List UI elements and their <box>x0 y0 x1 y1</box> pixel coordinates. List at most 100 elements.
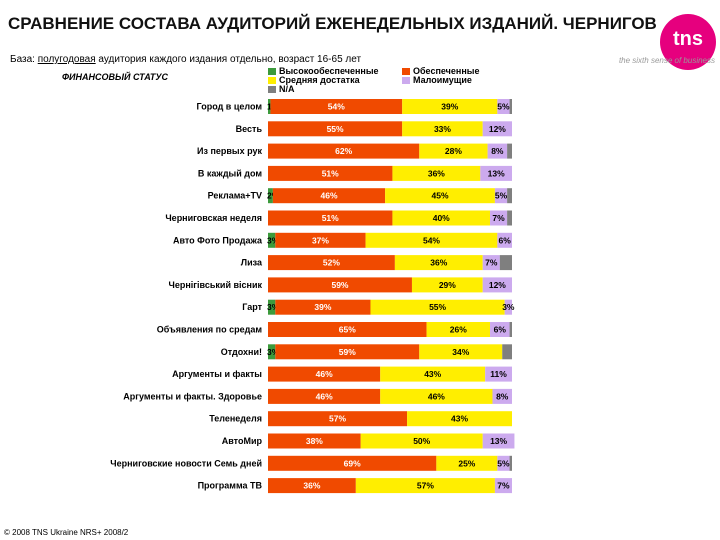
data-label: 36% <box>303 481 320 491</box>
legend-label: Средняя достатка <box>279 75 360 85</box>
legend-item: Обеспеченные <box>402 66 479 76</box>
data-label: 36% <box>428 168 445 178</box>
bar-segment-secured <box>275 344 420 360</box>
data-label: 6% <box>494 325 507 335</box>
category-label: Из первых рук <box>197 146 262 156</box>
data-label: 62% <box>335 146 352 156</box>
data-label: 46% <box>316 369 333 379</box>
data-label: 57% <box>329 414 346 424</box>
bar-segment-average <box>407 411 512 427</box>
data-label: 5% <box>497 458 510 468</box>
legend-label: Высокообеспеченные <box>279 66 379 76</box>
bar-segment-average <box>419 344 503 360</box>
data-label: 34% <box>452 347 469 357</box>
data-label: 3% <box>267 347 280 357</box>
bar-segment-average <box>385 188 495 204</box>
data-label: 7% <box>492 213 505 223</box>
data-label: 7% <box>485 258 498 268</box>
bar-segment-low <box>490 322 510 337</box>
bar-segment-na <box>507 210 512 226</box>
bar-segment-na <box>509 455 512 471</box>
bar-segment-average <box>426 322 491 337</box>
data-label: 5% <box>497 102 510 112</box>
bar-segment-secured <box>268 411 408 427</box>
logo-text: tns <box>673 28 703 50</box>
bar-segment-low <box>480 165 512 181</box>
category-label: Черниговская неделя <box>165 213 262 223</box>
base-description: База: полугодовая аудитория каждого изда… <box>10 54 361 65</box>
data-label: 43% <box>451 414 468 424</box>
category-label: Программа ТВ <box>198 481 263 491</box>
category-label: Реклама+TV <box>208 191 262 201</box>
legend-swatch <box>268 68 276 76</box>
bar-segment-na <box>509 322 512 337</box>
data-label: 59% <box>339 347 356 357</box>
data-label: 3% <box>267 302 280 312</box>
category-label: Аргументы и факты. Здоровье <box>123 391 262 401</box>
bar-segment-secured <box>268 255 395 271</box>
bar-segment-na <box>507 188 512 204</box>
bar-segment-secured <box>268 366 381 382</box>
data-label: 8% <box>496 391 509 401</box>
bar-segment-average <box>370 299 505 315</box>
page-title: СРАВНЕНИЕ СОСТАВА АУДИТОРИЙ ЕЖЕНЕДЕЛЬНЫХ… <box>8 14 657 33</box>
data-label: 13% <box>490 436 507 446</box>
bar-segment-high <box>268 232 276 248</box>
data-label: 40% <box>433 213 450 223</box>
bar-segment-secured <box>268 433 361 449</box>
data-label: 57% <box>417 481 434 491</box>
bar-segment-average <box>419 143 488 159</box>
data-label: 25% <box>458 458 475 468</box>
legend-label: Обеспеченные <box>413 66 480 76</box>
bar-segment-secured <box>268 121 403 137</box>
legend-label: Малоимущие <box>413 75 472 85</box>
data-label: 65% <box>339 325 356 335</box>
bar-segment-low <box>482 277 512 293</box>
bar-segment-secured <box>268 322 427 337</box>
bar-segment-secured <box>275 299 371 315</box>
bar-segment-na <box>499 255 512 271</box>
legend-label: N/A <box>279 84 295 94</box>
category-label: Гарт <box>242 302 262 312</box>
data-label: 51% <box>322 213 339 223</box>
data-label: 37% <box>312 235 329 245</box>
data-label: 50% <box>413 436 430 446</box>
data-label: 59% <box>331 280 348 290</box>
bar-segment-average <box>360 433 483 449</box>
category-label: АвтоМир <box>222 436 263 446</box>
data-label: 69% <box>344 458 361 468</box>
bar-segment-average <box>380 366 486 382</box>
category-label: Чернігівський вісник <box>169 280 263 290</box>
data-label: 13% <box>488 168 505 178</box>
category-label: Черниговские новости Семь дней <box>110 458 262 468</box>
category-label: Аргументы и факты <box>172 369 262 379</box>
category-label: Отдохни! <box>221 347 262 357</box>
category-label: Теленеделя <box>209 414 262 424</box>
footer-copyright: © 2008 TNS Ukraine NRS+ 2008/2 <box>4 528 129 537</box>
data-label: 12% <box>489 280 506 290</box>
bar-segment-low <box>487 143 508 159</box>
bar-segment-na <box>509 99 512 114</box>
bar-segment-secured <box>268 388 381 404</box>
logo-tagline: the sixth sense of business <box>618 56 715 65</box>
legend-item: Высокообеспеченные <box>268 66 379 76</box>
data-label: 8% <box>491 146 504 156</box>
bar-segment-average <box>411 277 483 293</box>
bar-segment-average <box>392 165 481 181</box>
data-label: 38% <box>306 436 323 446</box>
category-label: Объявления по средам <box>157 325 263 335</box>
category-label: Авто Фото Продажа <box>173 235 263 245</box>
data-label: 5% <box>495 191 508 201</box>
category-label: В каждый дом <box>198 168 262 178</box>
bar-segment-secured <box>270 99 403 114</box>
legend-item: N/A <box>268 84 295 94</box>
data-label: 46% <box>316 391 333 401</box>
bar-segment-low <box>492 388 512 404</box>
bar-segment-secured <box>268 165 393 181</box>
bar-segment-low <box>490 210 508 226</box>
data-label: 3% <box>502 302 515 312</box>
bar-segment-average <box>402 99 498 114</box>
bar-segment-secured <box>272 188 386 204</box>
bar-segment-low <box>494 478 512 494</box>
